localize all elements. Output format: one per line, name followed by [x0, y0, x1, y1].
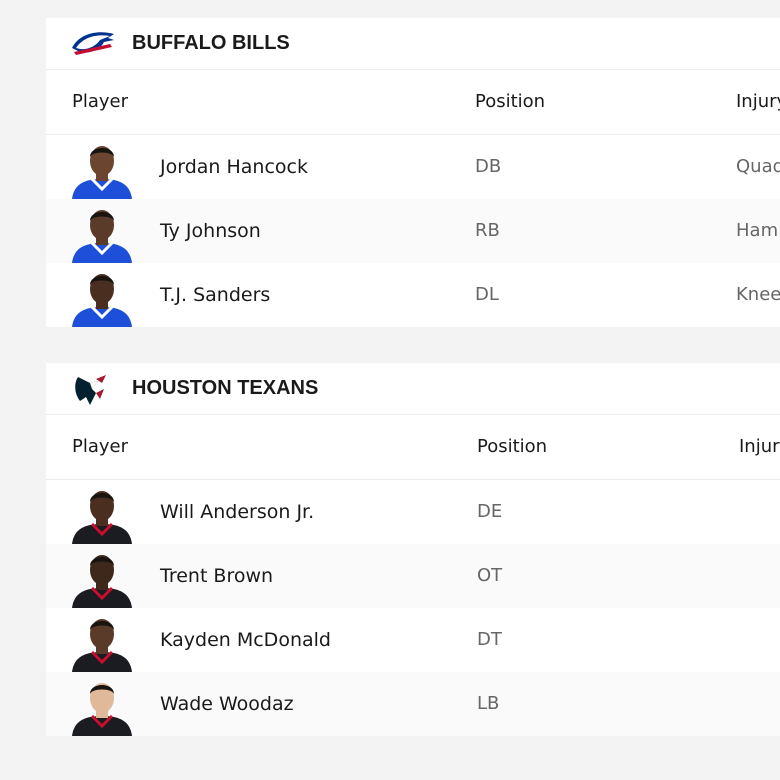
player-row: Ty Johnson RB Ham: [46, 199, 780, 263]
team-header: BUFFALO BILLS: [46, 18, 780, 70]
column-header-row: Player Position Injury: [46, 415, 780, 480]
column-header: Injury: [739, 436, 780, 457]
player-position: DL: [475, 284, 499, 305]
column-header: Position: [475, 91, 546, 112]
column-header: Position: [477, 436, 548, 457]
player-name: Ty Johnson: [160, 220, 261, 242]
team-header: HOUSTON TEXANS: [46, 363, 780, 415]
player-row: Trent Brown OT: [46, 544, 780, 608]
player-row: Wade Woodaz LB: [46, 672, 780, 736]
player-name: Wade Woodaz: [160, 693, 294, 715]
team-name: HOUSTON TEXANS: [132, 377, 319, 399]
team-logo: [72, 32, 114, 55]
column-header: Player: [72, 436, 129, 457]
team-card: HOUSTON TEXANS Player Position Injury Will …: [46, 363, 780, 736]
player-headshot: [72, 619, 132, 672]
player-headshot: [72, 210, 132, 263]
player-headshot: [72, 274, 132, 327]
player-name: Trent Brown: [160, 565, 274, 587]
player-position: RB: [475, 220, 500, 241]
player-headshot: [72, 146, 132, 199]
column-header-row: Player Position Injury: [46, 70, 780, 135]
player-name: Will Anderson Jr.: [160, 501, 315, 523]
player-headshot: [72, 555, 132, 608]
player-position: LB: [477, 693, 500, 714]
player-position: DT: [477, 629, 502, 650]
player-position: OT: [477, 565, 503, 586]
player-row: Will Anderson Jr. DE: [46, 480, 780, 544]
player-name: T.J. Sanders: [160, 284, 271, 306]
player-position: DE: [477, 501, 503, 522]
player-row: Kayden McDonald DT: [46, 608, 780, 672]
player-injury: Knee: [736, 284, 780, 305]
team-logo: [75, 375, 106, 405]
column-header: Player: [72, 91, 129, 112]
player-headshot: [72, 683, 132, 736]
player-position: DB: [475, 156, 502, 177]
player-row: Jordan Hancock DB Quad: [46, 135, 780, 199]
player-row: T.J. Sanders DL Knee: [46, 263, 780, 327]
player-name: Kayden McDonald: [160, 629, 331, 651]
player-injury: Quad: [736, 156, 780, 177]
column-header: Injury: [736, 91, 780, 112]
team-card: BUFFALO BILLS Player Position Injury Jordan…: [46, 18, 780, 327]
player-name: Jordan Hancock: [160, 156, 308, 178]
player-headshot: [72, 491, 132, 544]
player-injury: Ham: [736, 220, 779, 241]
team-name: BUFFALO BILLS: [132, 32, 290, 54]
